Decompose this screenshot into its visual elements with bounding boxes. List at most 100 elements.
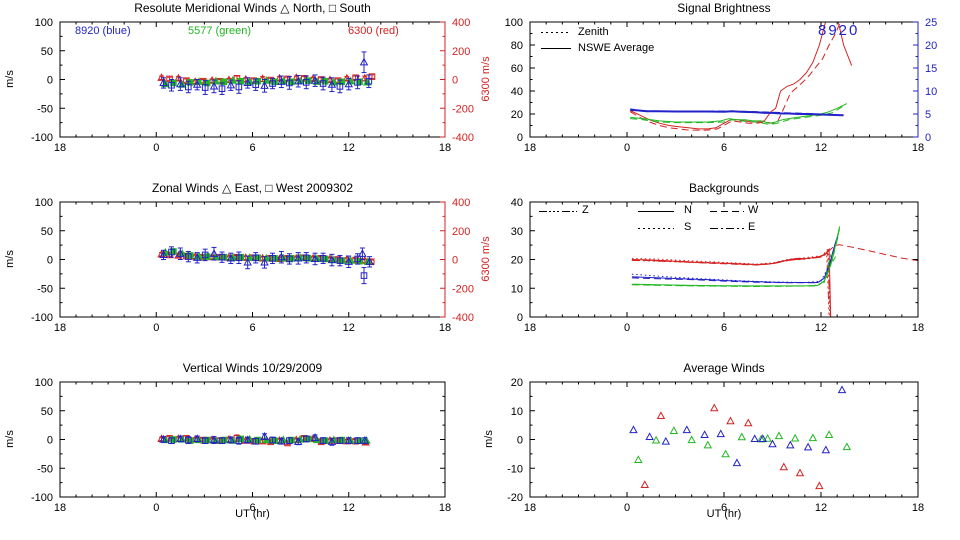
svg-text:-200: -200 (452, 283, 474, 295)
svg-text:18: 18 (54, 322, 66, 334)
svg-text:-50: -50 (37, 103, 53, 115)
legend-s-label: S (684, 221, 692, 233)
svg-text:-400: -400 (452, 132, 474, 144)
svg-text:25: 25 (925, 17, 937, 29)
annotation-8920: 8920 (818, 22, 860, 39)
svg-text:0: 0 (517, 132, 523, 144)
svg-text:30: 30 (511, 226, 523, 238)
svg-text:18: 18 (524, 322, 536, 334)
svg-text:10: 10 (925, 86, 937, 98)
svg-text:18: 18 (54, 502, 66, 514)
svg-text:0: 0 (452, 255, 458, 267)
zenith-line-sample (541, 32, 571, 33)
w-line-sample (710, 211, 744, 212)
panel-title-vertical: Vertical Winds 10/29/2009 (182, 361, 323, 375)
svg-text:18: 18 (439, 322, 451, 334)
svg-text:-50: -50 (37, 283, 53, 295)
y-axis-label-vertical: m/s (4, 430, 16, 448)
svg-text:10: 10 (511, 406, 523, 418)
x-axis-label-right: UT (hr) (706, 508, 742, 520)
svg-text:50: 50 (41, 46, 53, 58)
svg-text:6: 6 (249, 502, 255, 514)
svg-text:400: 400 (452, 17, 470, 29)
panel-title-zonal: Zonal Winds △ East, □ West 2009302 (151, 181, 354, 195)
svg-text:0: 0 (153, 502, 159, 514)
svg-text:18: 18 (439, 142, 451, 154)
legend-5577-green: 5577 (green) (188, 25, 251, 37)
panel-title-backgrounds: Backgrounds (688, 181, 760, 195)
legend-e-label: E (748, 221, 756, 233)
svg-text:0: 0 (452, 75, 458, 87)
svg-text:12: 12 (343, 322, 355, 334)
svg-text:10: 10 (511, 283, 523, 295)
y2-axis-label-meridional: 6300 m/s (480, 56, 492, 102)
svg-text:-100: -100 (31, 492, 53, 504)
svg-text:18: 18 (912, 322, 924, 334)
n-line-sample (638, 211, 674, 212)
legend-8920-blue: 8920 (blue) (75, 25, 131, 37)
svg-text:-100: -100 (31, 132, 53, 144)
svg-text:12: 12 (815, 502, 827, 514)
svg-text:200: 200 (452, 226, 470, 238)
svg-text:100: 100 (35, 197, 53, 209)
svg-text:0: 0 (925, 132, 931, 144)
svg-text:100: 100 (505, 17, 523, 29)
svg-text:5: 5 (925, 109, 931, 121)
svg-text:0: 0 (153, 142, 159, 154)
svg-text:6: 6 (721, 502, 727, 514)
svg-text:18: 18 (524, 142, 536, 154)
svg-text:18: 18 (439, 502, 451, 514)
x-axis-label-left: UT (hr) (235, 508, 270, 520)
svg-text:0: 0 (624, 142, 630, 154)
y2-axis-label-zonal: 6300 m/s (480, 236, 492, 282)
svg-text:15: 15 (925, 63, 937, 75)
svg-text:12: 12 (343, 502, 355, 514)
svg-text:400: 400 (452, 197, 470, 209)
svg-text:-100: -100 (31, 312, 53, 324)
svg-text:100: 100 (35, 17, 53, 29)
nswe-average-line-sample (541, 48, 571, 49)
svg-text:-200: -200 (452, 103, 474, 115)
svg-text:80: 80 (511, 40, 523, 52)
svg-text:6: 6 (249, 322, 255, 334)
svg-text:200: 200 (452, 46, 470, 58)
svg-text:20: 20 (511, 377, 523, 389)
svg-text:6: 6 (249, 142, 255, 154)
svg-text:-20: -20 (507, 492, 523, 504)
svg-text:6: 6 (721, 322, 727, 334)
svg-text:0: 0 (47, 255, 53, 267)
svg-text:18: 18 (912, 142, 924, 154)
svg-text:20: 20 (511, 255, 523, 267)
svg-text:20: 20 (925, 40, 937, 52)
svg-text:0: 0 (153, 322, 159, 334)
svg-text:50: 50 (41, 226, 53, 238)
legend-6300-red: 6300 (red) (348, 25, 399, 37)
svg-text:50: 50 (41, 406, 53, 418)
legend-nswe-average-label: NSWE Average (578, 42, 655, 54)
s-line-sample (638, 228, 674, 229)
panel-title-signal-brightness: Signal Brightness (677, 1, 771, 15)
svg-text:0: 0 (624, 322, 630, 334)
svg-text:6: 6 (721, 142, 727, 154)
y-axis-label-meridional: m/s (4, 70, 16, 88)
legend-z-label: Z (582, 204, 589, 216)
svg-text:12: 12 (815, 142, 827, 154)
svg-text:0: 0 (517, 312, 523, 324)
svg-text:0: 0 (47, 75, 53, 87)
y-axis-label-average: m/s (483, 430, 495, 448)
svg-text:0: 0 (624, 502, 630, 514)
panel-title-average-winds: Average Winds (683, 361, 765, 375)
svg-text:100: 100 (35, 377, 53, 389)
z-line-sample (539, 211, 577, 212)
svg-text:18: 18 (524, 502, 536, 514)
e-line-sample (710, 228, 744, 229)
svg-text:12: 12 (815, 322, 827, 334)
svg-text:12: 12 (343, 142, 355, 154)
svg-text:18: 18 (912, 502, 924, 514)
svg-text:40: 40 (511, 86, 523, 98)
svg-text:40: 40 (511, 197, 523, 209)
svg-text:-50: -50 (37, 463, 53, 475)
svg-text:20: 20 (511, 109, 523, 121)
legend-zenith-label: Zenith (578, 26, 609, 38)
